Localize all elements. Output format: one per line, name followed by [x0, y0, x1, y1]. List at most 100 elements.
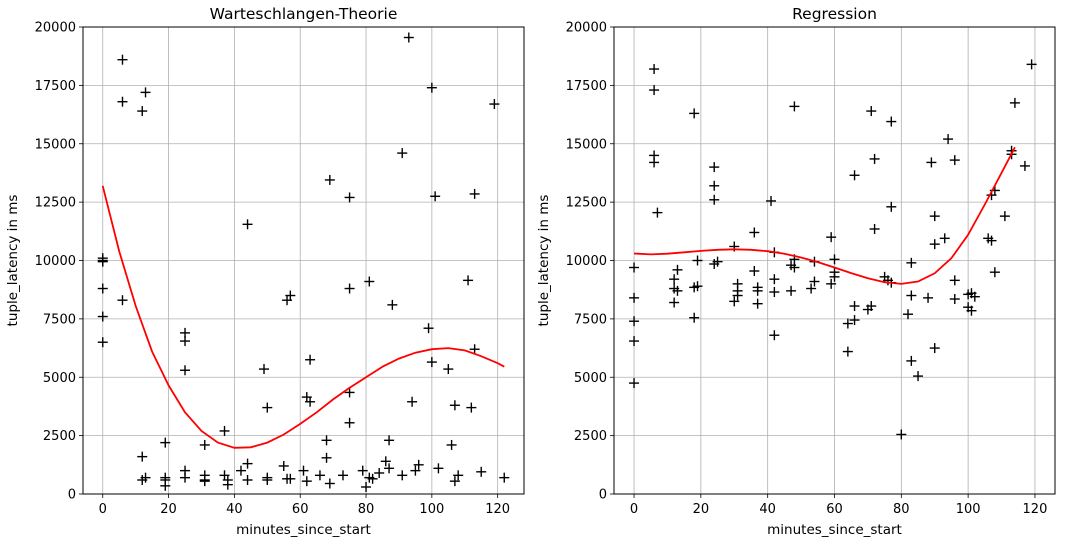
y-tick-label: 2500: [574, 429, 607, 444]
data-point: [430, 191, 441, 202]
data-point: [140, 87, 151, 98]
data-point: [806, 283, 817, 294]
data-point: [712, 256, 723, 267]
data-point: [426, 82, 437, 93]
data-point: [842, 346, 853, 357]
data-point: [949, 275, 960, 286]
y-tick-label: 20000: [35, 21, 76, 36]
data-point: [669, 274, 680, 285]
x-tick-label: 100: [956, 502, 981, 517]
data-point: [97, 256, 108, 267]
data-point: [469, 188, 480, 199]
data-point: [652, 207, 663, 218]
data-point: [242, 219, 253, 230]
data-point: [344, 387, 355, 398]
x-tick-label: 0: [99, 502, 107, 517]
data-point: [469, 344, 480, 355]
x-tick-label: 80: [358, 502, 375, 517]
data-point: [866, 106, 877, 117]
data-point: [689, 312, 700, 323]
data-point: [1019, 160, 1030, 171]
data-point: [242, 474, 253, 485]
data-point: [869, 223, 880, 234]
y-tick-label: 12500: [35, 196, 76, 211]
y-tick-label: 5000: [574, 371, 607, 386]
data-point: [160, 437, 171, 448]
data-point: [732, 290, 743, 301]
data-point: [321, 435, 332, 446]
x-tick-label: 20: [693, 502, 710, 517]
data-point: [939, 233, 950, 244]
fit-curve: [101, 185, 505, 449]
x-tick-label: 80: [893, 502, 910, 517]
chart-title: Regression: [792, 5, 877, 23]
data-point: [285, 473, 296, 484]
chart-panel-2: 0 20 40 60 80 100 120 0 2500 5000 7500 10000 12500 15…: [536, 5, 1056, 538]
data-point: [499, 472, 510, 483]
data-point: [180, 365, 191, 376]
data-point: [463, 275, 474, 286]
data-point: [423, 323, 434, 334]
data-point: [305, 396, 316, 407]
y-tick-label: 12500: [566, 196, 607, 211]
data-point: [986, 235, 997, 246]
data-point: [629, 316, 640, 327]
data-point: [453, 470, 464, 481]
data-point: [766, 195, 777, 206]
data-point: [649, 64, 660, 75]
chart-panel-1: 0 20 40 60 80 100 120 0 2500 5000 7500 10000 12500 15…: [5, 5, 525, 538]
data-point: [649, 157, 660, 168]
data-point: [929, 343, 940, 354]
data-point: [929, 239, 940, 250]
data-point: [749, 266, 760, 277]
data-point: [364, 276, 375, 287]
data-point: [219, 425, 230, 436]
data-point: [849, 301, 860, 312]
data-point: [769, 330, 780, 341]
data-point: [669, 297, 680, 308]
data-point: [926, 157, 937, 168]
data-point: [709, 194, 720, 205]
y-tick-label: 5000: [43, 371, 76, 386]
data-point: [449, 476, 460, 487]
data-point: [769, 287, 780, 298]
x-tick-label: 120: [1023, 502, 1048, 517]
data-point: [433, 463, 444, 474]
data-point: [886, 116, 897, 127]
data-point: [397, 470, 408, 481]
data-point: [886, 201, 897, 212]
y-tick-label: 10000: [35, 254, 76, 269]
data-point: [692, 281, 703, 292]
data-point: [1026, 59, 1037, 70]
data-point: [826, 278, 837, 289]
x-tick-label: 120: [485, 502, 510, 517]
data-point: [117, 54, 128, 65]
data-point: [989, 267, 1000, 278]
data-point: [769, 274, 780, 285]
x-tick-label: 20: [160, 502, 177, 517]
data-point: [97, 283, 108, 294]
data-point: [906, 290, 917, 301]
data-point: [137, 451, 148, 462]
data-point: [278, 460, 289, 471]
x-tick-label: 40: [759, 502, 776, 517]
data-point: [413, 459, 424, 470]
data-point: [387, 299, 398, 310]
data-point: [1009, 97, 1020, 108]
x-tick-label: 40: [226, 502, 243, 517]
x-tick-label: 60: [292, 502, 309, 517]
data-point: [97, 337, 108, 348]
data-point: [137, 106, 148, 117]
data-point: [426, 357, 437, 368]
data-point: [410, 465, 421, 476]
data-point: [407, 396, 418, 407]
data-point: [384, 463, 395, 474]
data-point: [672, 264, 683, 275]
data-point: [649, 85, 660, 96]
data-point: [180, 336, 191, 347]
data-point: [222, 479, 233, 490]
data-point: [262, 402, 273, 413]
data-point: [709, 180, 720, 191]
data-point: [446, 439, 457, 450]
data-point: [285, 290, 296, 301]
